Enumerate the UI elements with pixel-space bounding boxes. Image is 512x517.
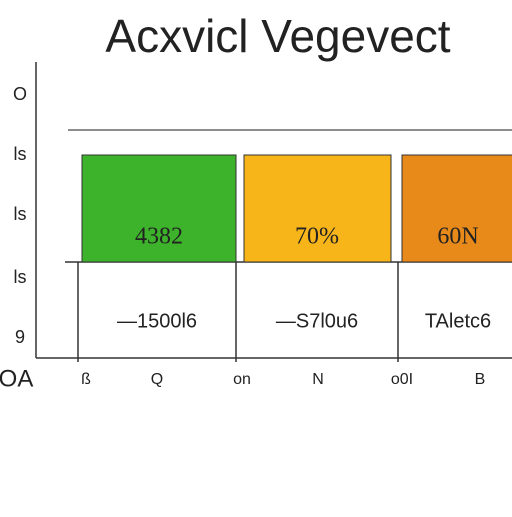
x-label: o0I (391, 371, 413, 388)
x-label: B (475, 371, 486, 388)
box-label: 70% (295, 224, 339, 250)
chart-title: Acxvicl Vegevect (105, 10, 450, 62)
box (243, 154, 392, 263)
box-label: 4382 (135, 224, 183, 250)
y-label: ls (14, 144, 27, 164)
y-label: O (13, 84, 27, 104)
y-label: 9 (15, 327, 25, 347)
x-label: on (233, 371, 251, 388)
row-label: TAletc6 (425, 310, 491, 332)
row-label: —S7l0u6 (276, 310, 358, 332)
box (81, 154, 237, 263)
corner-label: OA (0, 365, 33, 392)
x-label: ß (81, 371, 91, 388)
y-label: ls (14, 204, 27, 224)
box-label: 60N (437, 224, 478, 250)
x-label: N (312, 371, 324, 388)
y-label: ls (14, 267, 27, 287)
row-label: —1500l6 (117, 310, 197, 332)
x-label: Q (151, 371, 163, 388)
box (401, 154, 512, 263)
